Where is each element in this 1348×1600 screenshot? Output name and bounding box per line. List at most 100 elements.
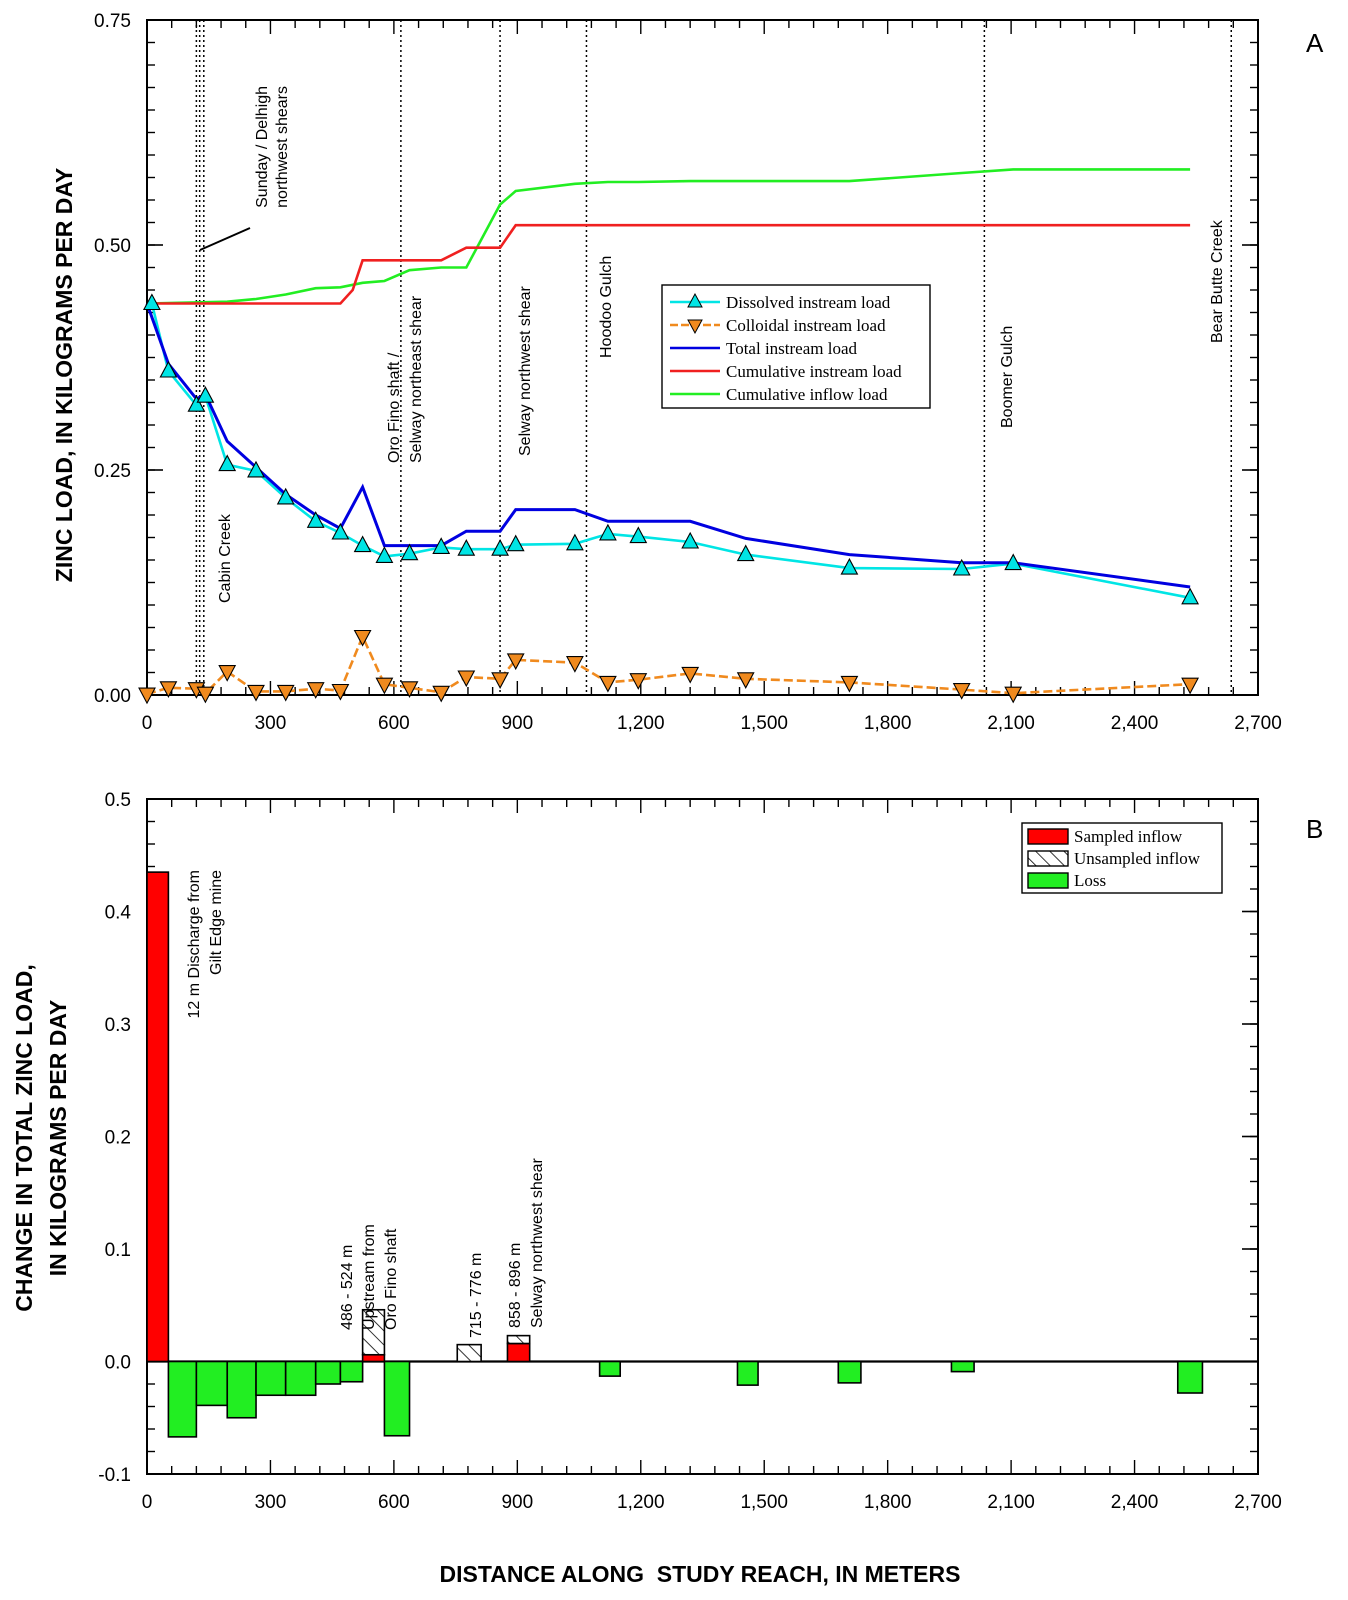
bar-sampled: [506, 1342, 531, 1363]
a-legend-box: [661, 284, 931, 409]
annotation-gilt-edge: 12 m Discharge from Gilt Edge mine: [186, 870, 225, 1019]
b-legend-swatch: [1027, 828, 1069, 845]
dissolved-marker: [840, 557, 859, 575]
bar-unsampled: [506, 1334, 531, 1345]
colloidal-marker: [598, 675, 617, 693]
b-legend-swatch: [1027, 850, 1069, 867]
annotation-gilt-edge-line: Gilt Edge mine: [208, 870, 225, 975]
b-x-tick-label: 0: [142, 1492, 153, 1513]
label-cabin-creek-text: Cabin Creek: [217, 513, 234, 603]
b-x-tick-label: 2,700: [1234, 1492, 1282, 1513]
b-x-tick-label: 1,200: [617, 1492, 665, 1513]
dissolved-marker: [196, 386, 215, 403]
bar-loss: [167, 1360, 198, 1438]
label-sunday-delhigh-shears-line: Sunday / Delhigh: [254, 86, 271, 208]
dissolved-marker: [491, 539, 510, 556]
a-x-tick-label: 1,800: [864, 713, 912, 734]
colloidal-marker: [306, 682, 325, 699]
bar-loss: [255, 1360, 287, 1397]
a-x-tick-label: 2,700: [1234, 713, 1282, 734]
dissolved-marker: [353, 535, 372, 553]
label-sunday-delhigh-shears: Sunday / Delhigh northwest shears: [254, 86, 291, 208]
bar-unsampled: [361, 1308, 386, 1356]
bar-loss: [1176, 1360, 1204, 1394]
b-x-tick-label: 2,100: [987, 1492, 1035, 1513]
dissolved-marker: [952, 558, 971, 576]
series-line-cumulative-inflow-load: [146, 168, 1191, 305]
a-legend-label: Total instream load: [726, 339, 857, 358]
dissolved-marker: [629, 526, 648, 544]
a-x-tick-label: 300: [255, 713, 287, 734]
colloidal-marker: [196, 686, 215, 704]
b-y-tick-label: -0.1: [98, 1465, 131, 1486]
colloidal-marker: [1004, 686, 1023, 704]
annotation-gilt-edge-line: 12 m Discharge from: [186, 870, 203, 1019]
dissolved-marker: [457, 539, 476, 556]
colloidal-marker: [159, 681, 178, 698]
b-y-axis-title: CHANGE IN TOTAL ZINC LOAD, IN KILOGRAMS P…: [11, 964, 71, 1312]
colloidal-marker: [565, 656, 584, 673]
dissolved-marker: [432, 537, 451, 554]
annotation-486-524-line: Upstream from: [361, 1224, 378, 1330]
b-x-tick-label: 1,500: [740, 1492, 788, 1513]
dissolved-marker: [159, 360, 178, 378]
dissolved-marker: [565, 533, 584, 551]
a-y-tick-label: 0.00: [94, 686, 131, 707]
dissolved-marker: [375, 546, 394, 563]
colloidal-marker: [247, 684, 265, 702]
colloidal-marker: [353, 629, 372, 647]
b-x-tick-label: 600: [378, 1492, 410, 1513]
b-legend-label: Sampled inflow: [1074, 827, 1183, 846]
sunday-delhigh-leader-line: [199, 227, 251, 251]
a-legend-marker: [687, 319, 703, 335]
b-y-tick-label: 0.5: [105, 790, 131, 811]
a-legend-label: Cumulative inflow load: [726, 385, 888, 404]
label-boomer-gulch: Boomer Gulch: [999, 326, 1016, 428]
b-y-tick-label: 0.2: [105, 1128, 131, 1149]
label-oro-fino-line: Selway northeast shear: [408, 295, 425, 463]
dissolved-marker: [187, 395, 206, 412]
a-legend-label: Dissolved instream load: [726, 293, 891, 312]
annotation-715-776: 715 - 776 m: [468, 1253, 485, 1338]
bar-loss: [837, 1360, 862, 1384]
label-hoodoo-gulch: Hoodoo Gulch: [598, 256, 615, 358]
b-legend-label: Unsampled inflow: [1074, 849, 1201, 868]
a-x-tick-label: 0: [142, 713, 153, 734]
colloidal-marker: [1181, 677, 1200, 695]
b-y-tick-label: 0.0: [105, 1353, 131, 1374]
b-y-axis-title-line1: CHANGE IN TOTAL ZINC LOAD,: [11, 964, 37, 1312]
label-boomer-text: Boomer Gulch: [999, 326, 1016, 428]
colloidal-marker: [736, 672, 755, 689]
bar-loss: [226, 1360, 257, 1419]
bar-loss: [284, 1360, 317, 1397]
colloidal-marker: [432, 685, 451, 703]
dissolved-marker: [331, 522, 350, 540]
b-x-tick-label: 1,800: [864, 1492, 912, 1513]
label-oro-fino-line: Oro Fino shaft /: [386, 352, 403, 463]
colloidal-marker: [400, 681, 419, 698]
bar-loss: [339, 1360, 364, 1383]
b-y-axis-title-line2: IN KILOGRAMS PER DAY: [45, 1000, 71, 1276]
panel-label-b: B: [1306, 814, 1323, 844]
bar-sampled: [146, 871, 170, 1363]
b-y-tick-label: 0.1: [105, 1240, 131, 1261]
b-x-tick-label: 900: [501, 1492, 533, 1513]
series-line-cumulative-instream-load: [147, 223, 1191, 305]
b-x-tick-label: 2,400: [1111, 1492, 1159, 1513]
dissolved-marker: [598, 523, 617, 541]
b-y-tick-label: 0.3: [105, 1015, 131, 1036]
dissolved-marker: [276, 487, 295, 505]
dissolved-marker: [400, 543, 419, 561]
annotation-486-524-line: 486 - 524 m: [339, 1245, 356, 1330]
label-cabin-creek: Cabin Creek: [217, 513, 234, 603]
annotation-486-524-line: Oro Fino shaft: [383, 1228, 400, 1330]
a-y-tick-label: 0.25: [94, 461, 131, 482]
colloidal-marker: [629, 673, 648, 690]
annotation-486-524: 486 - 524 m Upstream from Oro Fino shaft: [339, 1224, 400, 1330]
b-y-tick-label: 0.4: [105, 903, 132, 924]
bar-loss: [383, 1360, 411, 1437]
b-legend-swatch: [1027, 872, 1069, 889]
a-x-tick-label: 2,100: [987, 713, 1035, 734]
a-y-tick-label: 0.50: [94, 236, 131, 257]
